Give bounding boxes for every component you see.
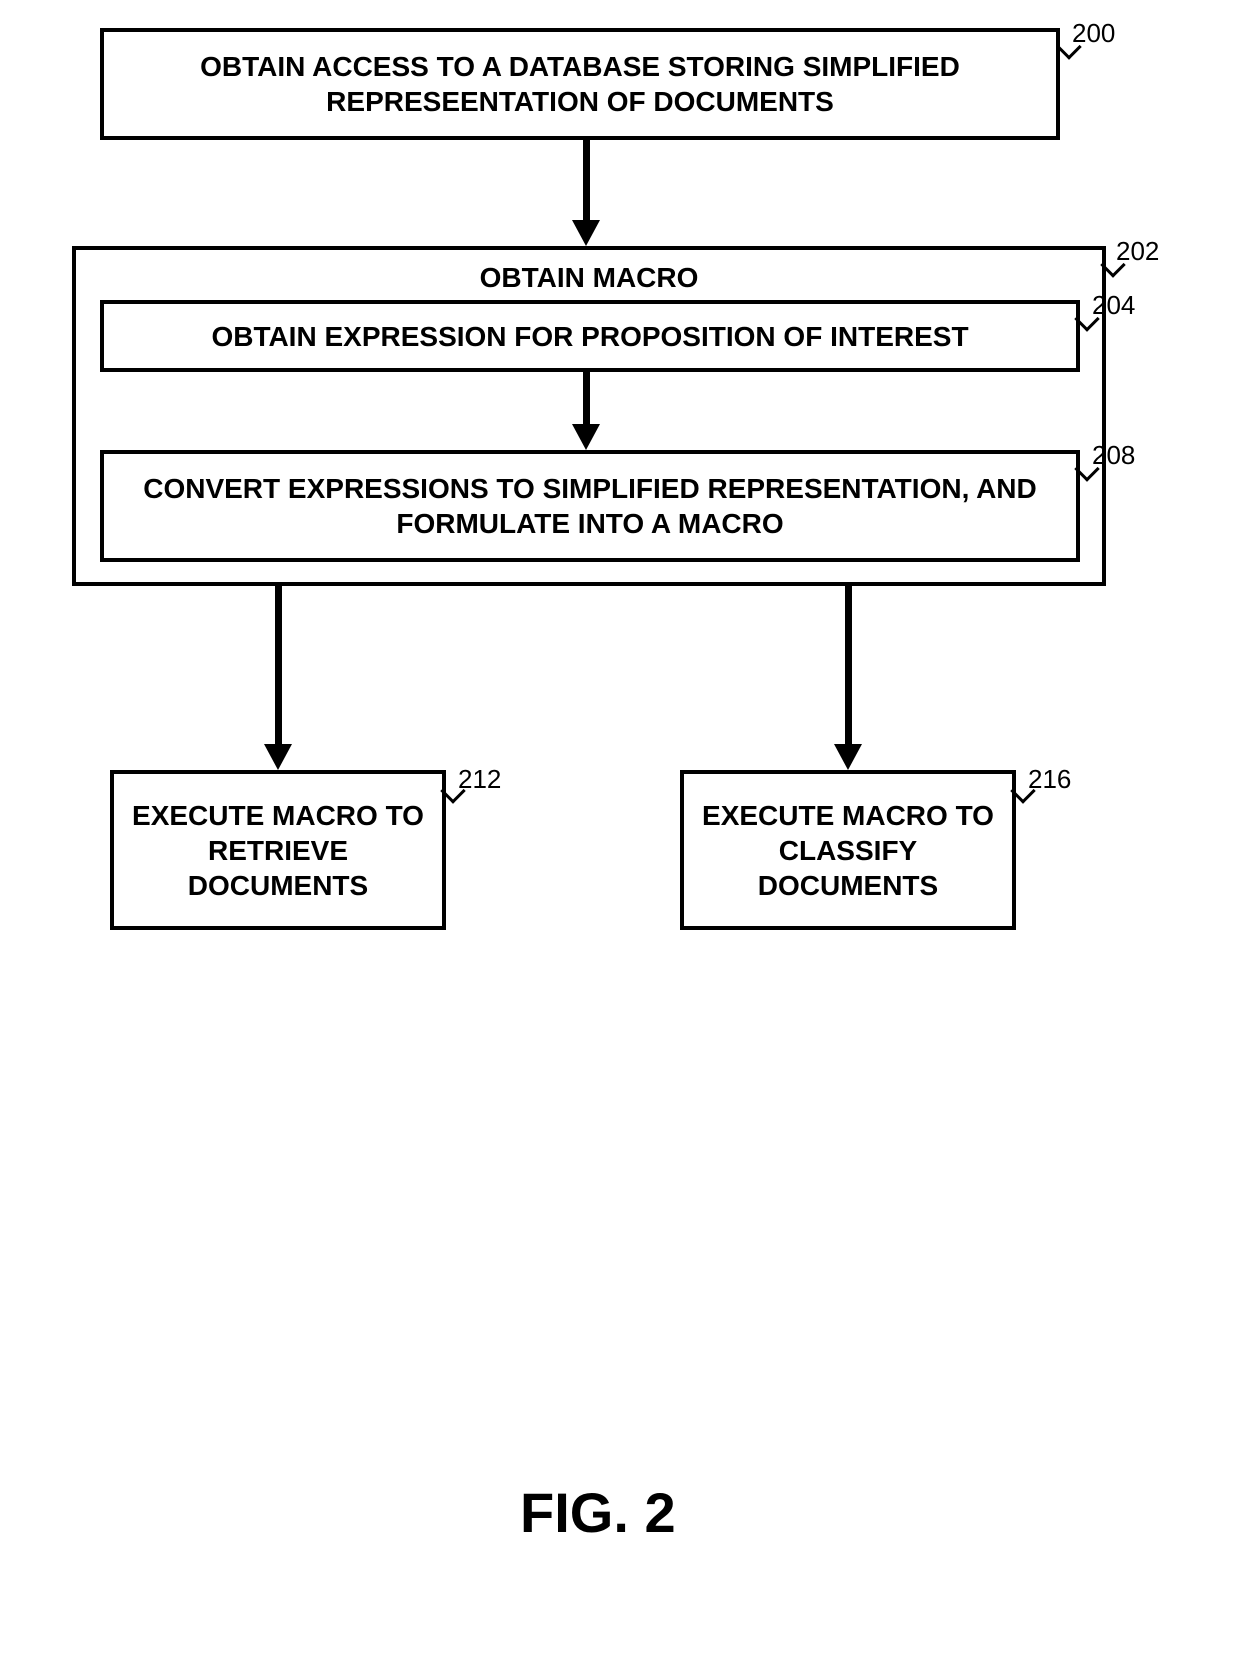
ref-label-216-text: 216 — [1028, 764, 1071, 794]
ref-label-202: 202 — [1116, 236, 1159, 267]
ref-label-204: 204 — [1092, 290, 1135, 321]
edge-200-202 — [583, 140, 590, 224]
edge-202-212-head — [264, 744, 292, 770]
edge-202-216 — [845, 586, 852, 748]
flow-node-216: EXECUTE MACRO TO CLASSIFY DOCUMENTS — [680, 770, 1016, 930]
figure-caption-text: FIG. 2 — [520, 1481, 676, 1544]
flow-node-202-title-text: OBTAIN MACRO — [480, 262, 699, 293]
edge-204-208-head — [572, 424, 600, 450]
flowchart-canvas: OBTAIN ACCESS TO A DATABASE STORING SIMP… — [0, 0, 1240, 1670]
ref-label-212-text: 212 — [458, 764, 501, 794]
ref-label-202-text: 202 — [1116, 236, 1159, 266]
flow-node-212: EXECUTE MACRO TO RETRIEVE DOCUMENTS — [110, 770, 446, 930]
ref-label-208: 208 — [1092, 440, 1135, 471]
ref-label-200: 200 — [1072, 18, 1115, 49]
edge-200-202-head — [572, 220, 600, 246]
edge-202-212 — [275, 586, 282, 748]
flow-node-200: OBTAIN ACCESS TO A DATABASE STORING SIMP… — [100, 28, 1060, 140]
ref-label-200-text: 200 — [1072, 18, 1115, 48]
edge-204-208 — [583, 372, 590, 428]
ref-label-216: 216 — [1028, 764, 1071, 795]
flow-node-208-text: CONVERT EXPRESSIONS TO SIMPLIFIED REPRES… — [116, 471, 1064, 541]
ref-label-208-text: 208 — [1092, 440, 1135, 470]
flow-node-208: CONVERT EXPRESSIONS TO SIMPLIFIED REPRES… — [100, 450, 1080, 562]
flow-node-212-text: EXECUTE MACRO TO RETRIEVE DOCUMENTS — [126, 798, 430, 903]
flow-node-200-text: OBTAIN ACCESS TO A DATABASE STORING SIMP… — [116, 49, 1044, 119]
flow-node-216-text: EXECUTE MACRO TO CLASSIFY DOCUMENTS — [696, 798, 1000, 903]
edge-202-216-head — [834, 744, 862, 770]
ref-label-212: 212 — [458, 764, 501, 795]
flow-node-202-title: OBTAIN MACRO — [76, 262, 1102, 294]
ref-label-204-text: 204 — [1092, 290, 1135, 320]
flow-node-204-text: OBTAIN EXPRESSION FOR PROPOSITION OF INT… — [211, 319, 968, 354]
figure-caption: FIG. 2 — [520, 1480, 676, 1545]
flow-node-204: OBTAIN EXPRESSION FOR PROPOSITION OF INT… — [100, 300, 1080, 372]
